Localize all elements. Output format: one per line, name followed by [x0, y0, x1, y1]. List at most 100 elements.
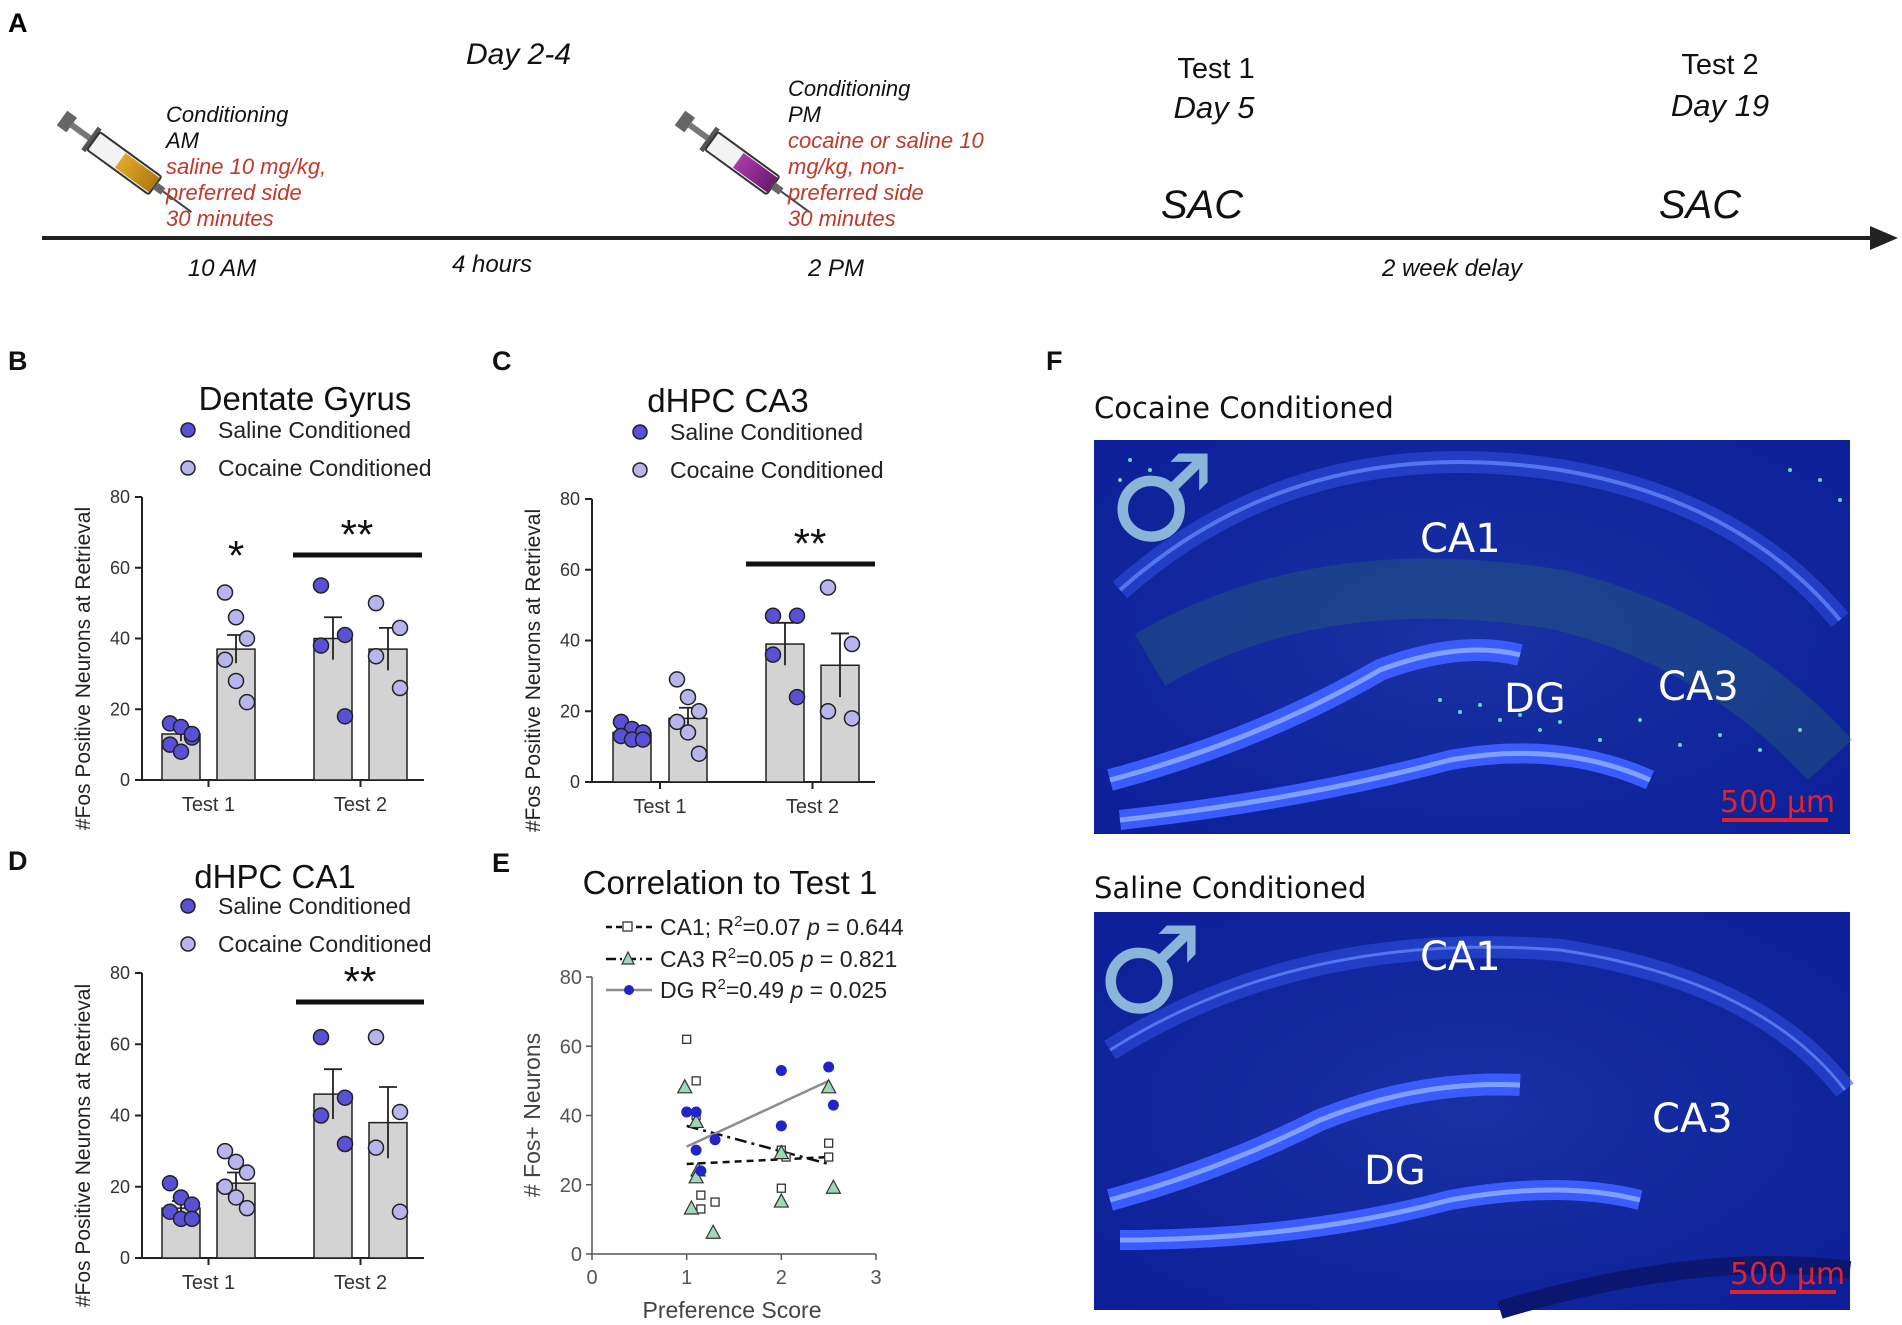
micrograph-cocaine-ca3: CA3	[1658, 664, 1739, 710]
data-point	[391, 1103, 409, 1121]
micrograph-cocaine-scale-text: 500 μm	[1720, 785, 1835, 820]
y-tick-label: 80	[560, 489, 580, 509]
y-tick-label: 20	[560, 1175, 582, 1197]
data-point-dg	[690, 1106, 702, 1118]
chart-correlation: Correlation to Test 1 CA1; R2=0.07 p = 0.…	[519, 864, 904, 1323]
panel-letter-e: E	[492, 848, 510, 878]
test2-sac: SAC	[1659, 183, 1742, 227]
micrograph-cocaine-scale-bar	[1722, 818, 1828, 822]
pm-line1: Conditioning	[788, 76, 911, 101]
data-point	[312, 1028, 330, 1046]
data-point	[391, 1203, 409, 1220]
data-point	[183, 1196, 201, 1213]
panel-letter-f: F	[1046, 346, 1063, 376]
data-point-ca1	[696, 1190, 706, 1200]
data-point	[367, 594, 385, 612]
data-point	[336, 1089, 354, 1106]
data-point	[367, 1028, 385, 1046]
x-tick-label: 2	[776, 1267, 787, 1289]
micrograph-saline-title: Saline Conditioned	[1094, 871, 1366, 905]
data-point-ca1	[710, 1197, 720, 1207]
data-point-ca3	[676, 1078, 693, 1094]
data-point	[367, 647, 385, 665]
legend-label: CA3 R2=0.05 p = 0.821	[660, 945, 897, 972]
data-point-dg	[709, 1134, 721, 1146]
x-tick-label: Test 2	[334, 794, 387, 816]
y-tick-label: 0	[571, 1244, 582, 1266]
data-point	[634, 731, 652, 748]
legend-marker	[624, 985, 634, 995]
data-point	[227, 1153, 245, 1171]
data-point	[391, 619, 409, 637]
data-point-ca3	[688, 1168, 705, 1184]
data-point	[668, 713, 686, 731]
y-tick-label: 60	[110, 558, 130, 578]
significance-marker: **	[341, 511, 374, 558]
x-tick-label: 1	[681, 1267, 692, 1289]
y-tick-label: 40	[560, 1106, 582, 1128]
regression-line-dg	[686, 1079, 830, 1148]
data-point	[679, 688, 697, 706]
data-point-dg	[690, 1144, 702, 1156]
data-point	[216, 651, 234, 668]
data-point	[819, 579, 837, 596]
legend-label: Saline Conditioned	[218, 893, 411, 919]
micrograph-cocaine-male-symbol: ♂	[1108, 430, 1216, 569]
legend-label: Cocaine Conditioned	[218, 931, 432, 957]
data-point	[227, 672, 245, 690]
am-red1: saline 10 mg/kg,	[166, 154, 326, 179]
data-point-ca1	[824, 1138, 834, 1148]
data-point-ca1	[824, 1152, 834, 1162]
data-point-ca3	[773, 1144, 790, 1160]
data-point	[238, 693, 256, 711]
micrograph-saline-ca3: CA3	[1652, 1096, 1733, 1142]
y-tick-label: 0	[120, 1248, 130, 1268]
y-tick-label: 80	[110, 963, 130, 983]
data-point-dg	[775, 1120, 787, 1132]
y-axis-label: # Fos+ Neurons	[519, 1033, 545, 1197]
chart-title: dHPC CA1	[194, 858, 355, 895]
legend-marker	[180, 898, 196, 914]
test1-day: Day 5	[1174, 90, 1256, 125]
data-point	[312, 1107, 330, 1124]
x-tick-label: Test 1	[182, 794, 235, 816]
time-4hours: 4 hours	[452, 251, 532, 278]
data-point	[238, 1164, 256, 1181]
data-point	[312, 577, 330, 594]
legend-marker	[621, 950, 635, 965]
am-red2: preferred side	[165, 180, 302, 205]
data-point-ca1	[691, 1076, 701, 1086]
data-point	[843, 710, 861, 727]
legend-marker	[632, 424, 648, 440]
micrograph-saline	[1094, 912, 1854, 1319]
pm-red2: mg/kg, non-	[788, 154, 904, 179]
x-tick-label: Test 1	[182, 1272, 235, 1294]
panel-letter-a: A	[8, 8, 28, 38]
y-tick-label: 0	[120, 770, 130, 790]
legend-marker	[180, 422, 196, 438]
legend-label: DG R2=0.49 p = 0.025	[660, 976, 887, 1003]
timeline-arrowhead	[1870, 226, 1898, 250]
data-point	[843, 635, 861, 653]
legend-label: Saline Conditioned	[670, 419, 863, 445]
data-point-ca1	[696, 1204, 706, 1214]
x-tick-label: Test 2	[786, 796, 839, 818]
data-point	[391, 679, 409, 697]
y-axis-label: #Fos Positive Neurons at Retrieval	[522, 509, 545, 832]
y-tick-label: 60	[560, 1036, 582, 1058]
data-point	[367, 1139, 385, 1156]
pm-line2: PM	[788, 102, 822, 127]
legend-marker	[180, 936, 196, 952]
data-point	[690, 745, 708, 762]
y-tick-label: 40	[110, 1106, 130, 1126]
data-point	[183, 725, 201, 743]
test1-title: Test 1	[1177, 53, 1254, 85]
data-point-ca3	[825, 1178, 842, 1194]
panel-letter-d: D	[8, 846, 28, 876]
data-point	[227, 609, 245, 626]
data-point	[238, 1199, 256, 1217]
y-tick-label: 0	[570, 772, 580, 792]
time-10am: 10 AM	[188, 255, 256, 282]
micrograph-cocaine-ca1: CA1	[1420, 516, 1501, 562]
micrograph-cocaine-dg: DG	[1504, 676, 1566, 722]
